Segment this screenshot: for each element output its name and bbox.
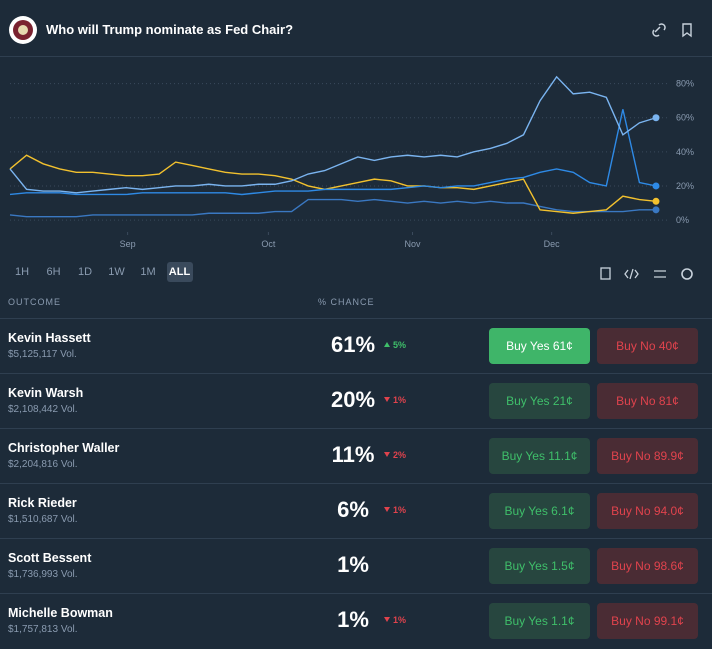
chance: 20%	[330, 387, 376, 412]
end-dot	[652, 114, 660, 122]
buy-yes[interactable]: Buy Yes 11.1¢	[489, 438, 590, 474]
outcome-name: Kevin Warsh	[8, 386, 84, 400]
buy-no[interactable]: Buy No 89.9¢	[597, 438, 698, 474]
outcome-row: Michelle Bowman $1,757,813 Vol. 1% 1% Buy Ye…	[0, 593, 712, 649]
outcome-row: Rick Rieder $1,510,687 Vol. 6% 1% Buy Yes 6.…	[0, 483, 712, 539]
chance: 1%	[337, 607, 369, 632]
x-tick-label: Nov	[404, 239, 421, 249]
market-title: Who will Trump nominate as Fed Chair?	[46, 22, 294, 37]
outcome-row: Kevin Warsh $2,108,442 Vol. 20% 1% Buy Yes 2…	[0, 373, 712, 429]
end-dot	[652, 197, 660, 205]
change-value: 5%	[393, 340, 407, 350]
end-dot	[652, 182, 660, 190]
x-tick-label: Dec	[544, 239, 561, 249]
change-arrow	[384, 452, 390, 457]
series-line	[9, 198, 656, 218]
buy-yes[interactable]: Buy Yes 61¢	[489, 328, 590, 364]
series-line	[9, 109, 657, 196]
y-tick-label: 20%	[676, 181, 694, 191]
change: 1%	[384, 395, 406, 405]
range-button[interactable]: 1M	[140, 266, 156, 278]
buy-no[interactable]: Buy No 40¢	[597, 328, 698, 364]
outcome-row: Christopher Waller $2,204,816 Vol. 11% 2% Bu…	[0, 428, 712, 484]
chance: 61%	[330, 332, 376, 357]
range-button[interactable]: ALL	[166, 262, 193, 282]
outcome-volume: $2,204,816 Vol.	[8, 459, 78, 470]
change-value: 1%	[393, 395, 407, 405]
change-value: 2%	[393, 450, 407, 460]
outcome-volume: $1,736,993 Vol.	[8, 569, 78, 580]
buy-no[interactable]: Buy No 94.0¢	[597, 493, 698, 529]
outcome-name: Michelle Bowman	[8, 606, 113, 620]
outcome-name: Scott Bessent	[8, 551, 92, 565]
buy-yes[interactable]: Buy Yes 6.1¢	[489, 493, 590, 529]
range-button[interactable]: 6H	[46, 266, 61, 278]
change-arrow	[384, 617, 390, 622]
change-arrow	[384, 342, 390, 347]
outcome-name: Christopher Waller	[8, 441, 120, 455]
chart-tools[interactable]	[598, 265, 698, 283]
outcome-volume: $1,757,813 Vol.	[8, 624, 78, 635]
x-tick-label: Oct	[261, 239, 276, 249]
series-line	[9, 75, 657, 194]
outcome-volume: $1,510,687 Vol.	[8, 514, 78, 525]
outcome-row: Scott Bessent $1,736,993 Vol. 1% Buy Yes 1.…	[0, 538, 712, 594]
divider	[0, 56, 712, 57]
change: 1%	[384, 615, 406, 625]
outcome-name: Rick Rieder	[8, 496, 77, 510]
buy-yes[interactable]: Buy Yes 21¢	[489, 383, 590, 419]
x-tick-label: Sep	[120, 239, 136, 249]
buy-no[interactable]: Buy No 81¢	[597, 383, 698, 419]
change: 2%	[384, 450, 406, 460]
range-button[interactable]: 1H	[14, 266, 30, 278]
chance: 11%	[331, 442, 375, 467]
buy-no[interactable]: Buy No 98.6¢	[597, 548, 698, 584]
buy-no[interactable]: Buy No 99.1¢	[597, 603, 698, 639]
outcome-name: Kevin Hassett	[8, 331, 91, 345]
y-tick-label: 0%	[676, 215, 689, 225]
market-logo	[9, 16, 37, 44]
change-arrow	[384, 507, 390, 512]
outcome-volume: $5,125,117 Vol.	[8, 349, 77, 360]
change-value: 1%	[393, 615, 407, 625]
price-chart: 0% 20% 40% 60% 80% Sep Oct Nov Dec	[9, 75, 694, 249]
series-line	[9, 154, 657, 214]
range-button[interactable]: 1W	[108, 266, 125, 278]
outcome-volume: $2,108,442 Vol.	[8, 404, 78, 415]
outcome-row: Kevin Hassett $5,125,117 Vol. 61% 5% Buy Yes…	[0, 318, 712, 374]
change-value: 1%	[393, 505, 407, 515]
chance: 1%	[337, 552, 369, 577]
y-tick-label: 80%	[676, 79, 694, 89]
end-dot	[652, 206, 660, 214]
change: 1%	[384, 505, 406, 515]
buy-yes[interactable]: Buy Yes 1.5¢	[489, 548, 590, 584]
header-icons[interactable]	[652, 22, 700, 38]
column-header: % CHANCE	[318, 297, 375, 307]
chance: 6%	[337, 497, 369, 522]
y-tick-label: 40%	[676, 147, 694, 157]
y-tick-label: 60%	[676, 113, 694, 123]
change: 5%	[384, 340, 406, 350]
range-button[interactable]: 1D	[77, 266, 93, 278]
column-header: OUTCOME	[8, 297, 61, 307]
change-arrow	[384, 397, 390, 402]
buy-yes[interactable]: Buy Yes 1.1¢	[489, 603, 590, 639]
